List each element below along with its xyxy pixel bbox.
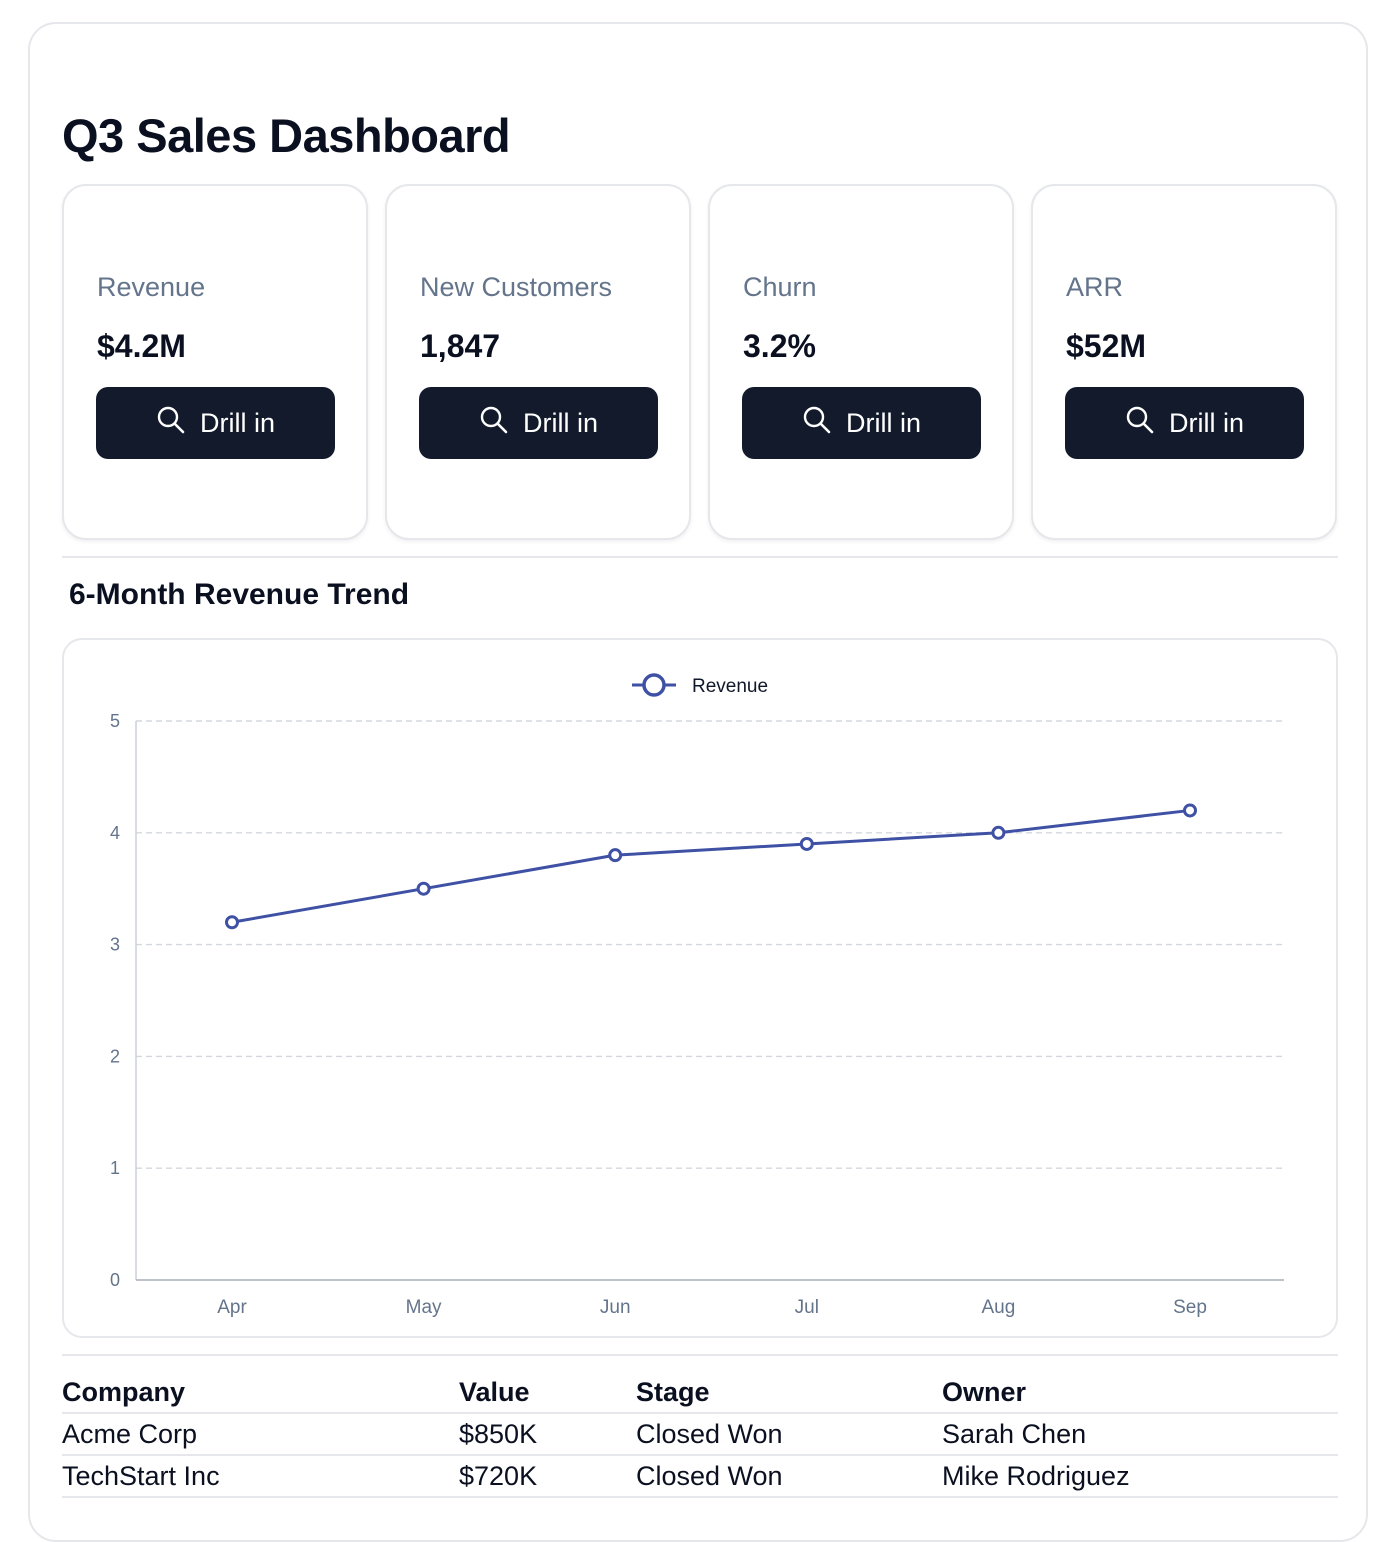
data-point [416,881,431,896]
data-point [799,836,814,851]
kpi-card-new-customers: New Customers 1,847 Drill in [385,184,691,540]
cell-value: $850K [459,1413,636,1456]
drill-in-button-revenue[interactable]: Drill in [96,387,335,459]
kpi-card-churn: Churn 3.2% Drill in [708,184,1014,540]
kpi-label: ARR [1066,272,1124,302]
kpi-value: $52M [1066,328,1147,364]
legend-label: Revenue [692,676,768,697]
drill-in-button-new-customers[interactable]: Drill in [419,387,658,459]
x-tick-label: Jul [795,1297,819,1318]
table-header-row: Company Value Stage Owner [62,1372,1338,1414]
kpi-label: Churn [743,272,817,302]
kpi-label: Revenue [97,272,206,302]
legend-marker [642,673,666,697]
cell-value: $720K [459,1455,636,1498]
table-row: Acme Corp $850K Closed Won Sarah Chen [62,1413,1338,1456]
search-icon [479,405,509,435]
x-tick-label: Aug [981,1297,1015,1318]
kpi-value: 1,847 [420,328,501,364]
page-title: Q3 Sales Dashboard [62,109,511,162]
column-header-company: Company [62,1372,459,1414]
kpi-card-arr: ARR $52M Drill in [1031,184,1337,540]
kpi-card-revenue: Revenue $4.2M Drill in [62,184,368,540]
trend-section-title: 6-Month Revenue Trend [69,578,410,611]
y-tick-label: 2 [110,1046,120,1066]
cell-owner: Mike Rodriguez [942,1455,1338,1498]
data-point [608,848,623,863]
drill-in-label: Drill in [522,407,598,438]
x-tick-label: Apr [217,1297,247,1318]
cell-owner: Sarah Chen [942,1413,1338,1456]
x-tick-label: Jun [600,1297,631,1318]
search-icon [802,405,832,435]
drill-in-button-churn[interactable]: Drill in [742,387,981,459]
drill-in-button-arr[interactable]: Drill in [1065,387,1304,459]
y-tick-label: 4 [110,823,120,843]
cell-stage: Closed Won [636,1413,942,1456]
data-point [225,915,239,930]
cell-company: Acme Corp [62,1413,459,1456]
line-chart-svg: 0 1 2 3 4 5 Apr May Jun Jul Aug Sep Revenue [110,673,1284,1318]
y-tick-label: 1 [110,1158,120,1178]
search-icon [156,405,186,435]
column-header-stage: Stage [636,1372,942,1414]
deals-table: Company Value Stage Owner Acme Corp $850… [62,1372,1338,1498]
kpi-value: $4.2M [97,328,186,364]
x-tick-label: May [406,1297,442,1318]
search-icon [1125,405,1155,435]
section-divider [62,1354,1338,1356]
series-line-revenue [231,808,1191,924]
y-tick-label: 0 [110,1270,120,1290]
y-tick-label: 3 [110,935,120,955]
y-tick-label: 5 [110,711,120,731]
kpi-value: 3.2% [743,328,816,364]
x-tick-label: Sep [1173,1297,1207,1318]
revenue-trend-chart: 0 1 2 3 4 5 Apr May Jun Jul Aug Sep Revenue [62,638,1338,1338]
drill-in-label: Drill in [845,407,921,438]
drill-in-label: Drill in [1168,407,1244,438]
table-row: TechStart Inc $720K Closed Won Mike Rodr… [62,1455,1338,1498]
column-header-value: Value [459,1372,636,1414]
cell-stage: Closed Won [636,1455,942,1498]
kpi-label: New Customers [420,272,613,302]
cell-company: TechStart Inc [62,1455,459,1498]
column-header-owner: Owner [942,1372,1338,1414]
data-point [991,825,1006,840]
data-point [1183,803,1197,818]
drill-in-label: Drill in [199,407,275,438]
section-divider [62,556,1338,558]
